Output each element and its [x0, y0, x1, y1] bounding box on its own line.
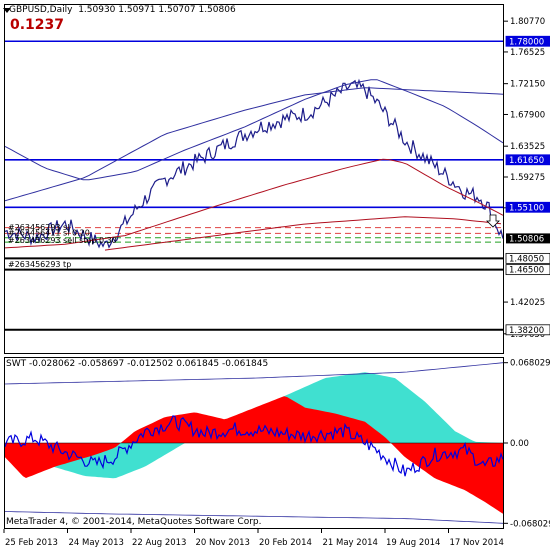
- price-axis-label: 1.42025: [510, 298, 545, 308]
- oscillator-upper-band: [4, 362, 504, 385]
- osc-value-1: -0.028062: [28, 359, 76, 369]
- copyright-label: MetaTrader 4, © 2001-2014, MetaQuotes So…: [6, 517, 262, 527]
- price-level-box: [505, 264, 550, 276]
- price-chart-svg: #263456293 sl#263456411 sl 0.20#26345629…: [4, 40, 504, 331]
- oscillator-name: SWT: [6, 359, 27, 369]
- order-label: #263456293 tp: [8, 260, 71, 269]
- oscillator-signal-line: [4, 415, 504, 477]
- price-level-label: 1.55100: [509, 203, 544, 213]
- open-price: 1.50930: [78, 5, 116, 15]
- oscillator-axis-label: -0.068029: [510, 519, 550, 529]
- price-level-label: 1.38200: [509, 326, 544, 336]
- low-price: 1.50707: [158, 5, 196, 15]
- long-moving-average-line: [104, 216, 502, 251]
- price-level-label: 1.78000: [509, 37, 544, 47]
- time-axis-label: 20 Nov 2013: [196, 538, 250, 548]
- oscillator-red-area: [5, 396, 503, 514]
- time-axis-label: 24 May 2013: [69, 538, 124, 548]
- upper-band-line: [4, 79, 504, 181]
- chevron-down-icon[interactable]: [3, 6, 11, 14]
- price-level-box: [505, 154, 550, 166]
- osc-value-3: -0.012502: [127, 359, 174, 369]
- price-axis-label: 1.76525: [510, 48, 545, 58]
- osc-value-2: -0.058697: [78, 359, 125, 369]
- chart-header: GBPUSD,Daily 1.50930 1.50971 1.50707 1.5…: [9, 5, 236, 15]
- osc-value-5: -0.061845: [222, 359, 269, 369]
- oscillator-axis-label: 0.068029: [510, 359, 550, 369]
- time-axis-label: 21 May 2014: [323, 538, 378, 548]
- price-level-label: 1.48050: [509, 254, 544, 264]
- oscillator-axis-label: 0.00: [510, 439, 529, 449]
- price-level-label: 1.46500: [509, 266, 544, 276]
- price-series-line: [4, 78, 504, 249]
- oscillator-pane[interactable]: [4, 357, 504, 529]
- oscillator-lower-band: [4, 511, 504, 524]
- osc-value-4: 0.061845: [176, 359, 220, 369]
- price-axis-label: 1.67900: [510, 110, 545, 120]
- order-label: #263456293 sell stop 0.30: [8, 236, 117, 245]
- time-axis-label: 17 Nov 2014: [450, 538, 504, 548]
- order-label: #263456293 sl: [8, 223, 69, 232]
- price-axis-label: 1.80770: [510, 17, 545, 27]
- price-axis-label: 1.55025: [510, 204, 545, 214]
- long-band-line: [4, 87, 504, 202]
- time-axis-label: 25 Feb 2013: [5, 538, 58, 548]
- price-axis-label: 1.63525: [510, 142, 545, 152]
- spread-value-label: 0.1237: [10, 17, 65, 33]
- price-axis-label: 1.59275: [510, 173, 545, 183]
- high-price: 1.50971: [118, 5, 156, 15]
- time-axis-label: 22 Aug 2013: [132, 538, 186, 548]
- moving-average-line: [4, 158, 504, 249]
- price-axis-label: 1.72150: [510, 80, 545, 90]
- price-chart-pane[interactable]: #263456293 sl #263456411 sl 0.20 #26345629…: [4, 4, 504, 354]
- price-level-label: 1.61650: [509, 156, 544, 166]
- price-level-box: [505, 324, 550, 336]
- current-price-label: 1.50806: [509, 234, 544, 244]
- current-price-box: [506, 233, 550, 244]
- time-axis-label: 19 Aug 2014: [386, 538, 440, 548]
- close-price: 1.50806: [198, 5, 236, 15]
- price-level-box: [505, 201, 550, 213]
- time-axis-label: 20 Feb 2014: [259, 538, 312, 548]
- price-level-box: [505, 252, 550, 264]
- oscillator-header: SWT -0.028062 -0.058697 -0.012502 0.0618…: [6, 359, 268, 369]
- price-level-box: [505, 35, 550, 47]
- price-axis-label: 1.37650: [510, 330, 545, 340]
- symbol-label: GBPUSD,Daily: [9, 5, 73, 15]
- arrow-down-icon: [486, 214, 500, 228]
- oscillator-chart-svg: [4, 362, 504, 524]
- order-label: #263456411 sl 0.20: [8, 229, 90, 238]
